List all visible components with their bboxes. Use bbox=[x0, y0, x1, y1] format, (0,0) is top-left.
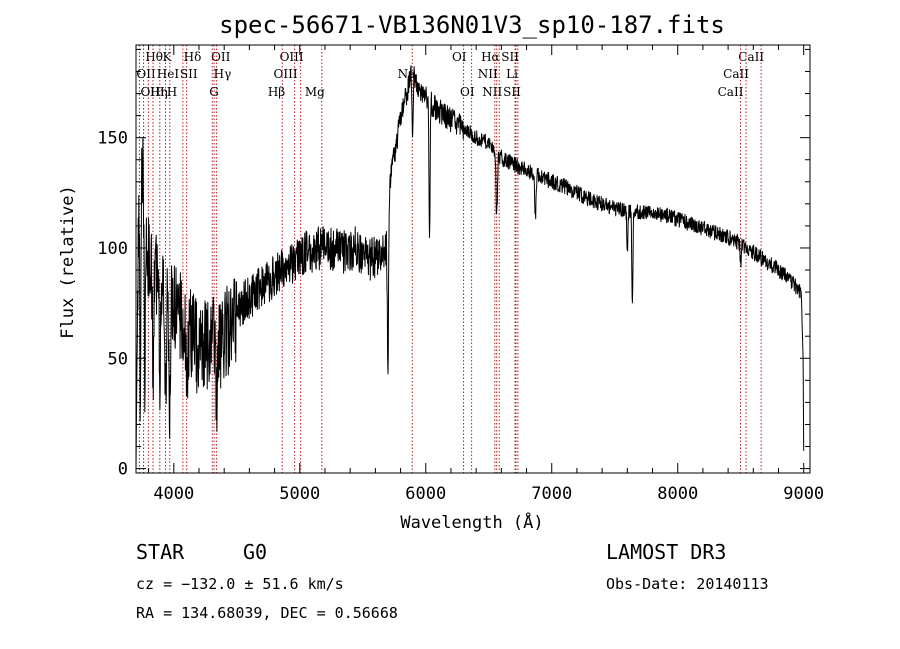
line-marker-label: Li bbox=[506, 67, 518, 81]
line-marker-label: CaII bbox=[738, 50, 764, 64]
line-marker-label: OI bbox=[452, 50, 467, 64]
observation-date: Obs-Date: 20140113 bbox=[606, 575, 769, 593]
x-tick-label: 6000 bbox=[405, 484, 446, 504]
line-marker-label: NII bbox=[482, 85, 502, 99]
plot-frame bbox=[135, 44, 811, 474]
line-marker-label: OIII bbox=[280, 50, 304, 64]
line-marker-label: SII bbox=[501, 50, 519, 64]
flux-series-group bbox=[135, 65, 805, 469]
y-tick-label: 100 bbox=[97, 239, 128, 259]
line-marker-label: Hγ bbox=[214, 67, 232, 81]
x-tick-label: 4000 bbox=[153, 484, 194, 504]
chart-title: spec-56671-VB136N01V3_sp10-187.fits bbox=[219, 11, 725, 39]
line-marker-label: NII bbox=[478, 67, 498, 81]
line-marker-label: SII bbox=[180, 67, 198, 81]
x-tick-label: 7000 bbox=[531, 484, 572, 504]
x-axis-label: Wavelength (Å) bbox=[400, 511, 543, 533]
x-tick-label: 9000 bbox=[783, 484, 824, 504]
y-tick-label: 0 bbox=[118, 460, 128, 480]
line-marker-label: Hδ bbox=[184, 50, 202, 64]
line-marker-label: Na bbox=[398, 67, 416, 81]
line-marker-label: CaII bbox=[718, 85, 744, 99]
x-tick-label: 5000 bbox=[279, 484, 320, 504]
x-tick-label: 8000 bbox=[657, 484, 698, 504]
line-marker-label: K bbox=[162, 50, 172, 64]
line-marker-label: Hα bbox=[481, 50, 500, 64]
axis-ticks: 4000 5000 6000 7000 8000 9000 0 50 100 150 bbox=[97, 45, 824, 504]
redshift-velocity: cz = −132.0 ± 51.6 km/s bbox=[136, 575, 344, 593]
object-class: STAR bbox=[136, 540, 185, 564]
spectral-subclass: G0 bbox=[243, 540, 268, 564]
line-marker-label: Hθ bbox=[145, 50, 163, 64]
y-tick-label: 50 bbox=[108, 349, 128, 369]
line-marker-label: CaII bbox=[723, 67, 749, 81]
line-marker-label: SII bbox=[503, 85, 521, 99]
line-marker-label: HeI bbox=[157, 67, 180, 81]
line-marker-label: OII bbox=[136, 67, 156, 81]
line-marker-label: Hβ bbox=[268, 85, 285, 99]
line-marker-label: OII bbox=[211, 50, 231, 64]
flux-series-line bbox=[135, 65, 805, 469]
line-marker-label: OI bbox=[460, 85, 475, 99]
line-marker-label: OIII bbox=[274, 67, 298, 81]
survey-name: LAMOST DR3 bbox=[606, 540, 727, 564]
y-axis-label: Flux (relative) bbox=[58, 185, 78, 339]
line-marker-label: Mg bbox=[305, 85, 325, 99]
line-marker-label: Hη bbox=[150, 85, 168, 99]
line-marker-label: G bbox=[209, 85, 219, 99]
sky-coordinates: RA = 134.68039, DEC = 0.56668 bbox=[136, 604, 398, 622]
line-marker-label: H bbox=[167, 85, 177, 99]
y-tick-label: 150 bbox=[97, 129, 128, 149]
